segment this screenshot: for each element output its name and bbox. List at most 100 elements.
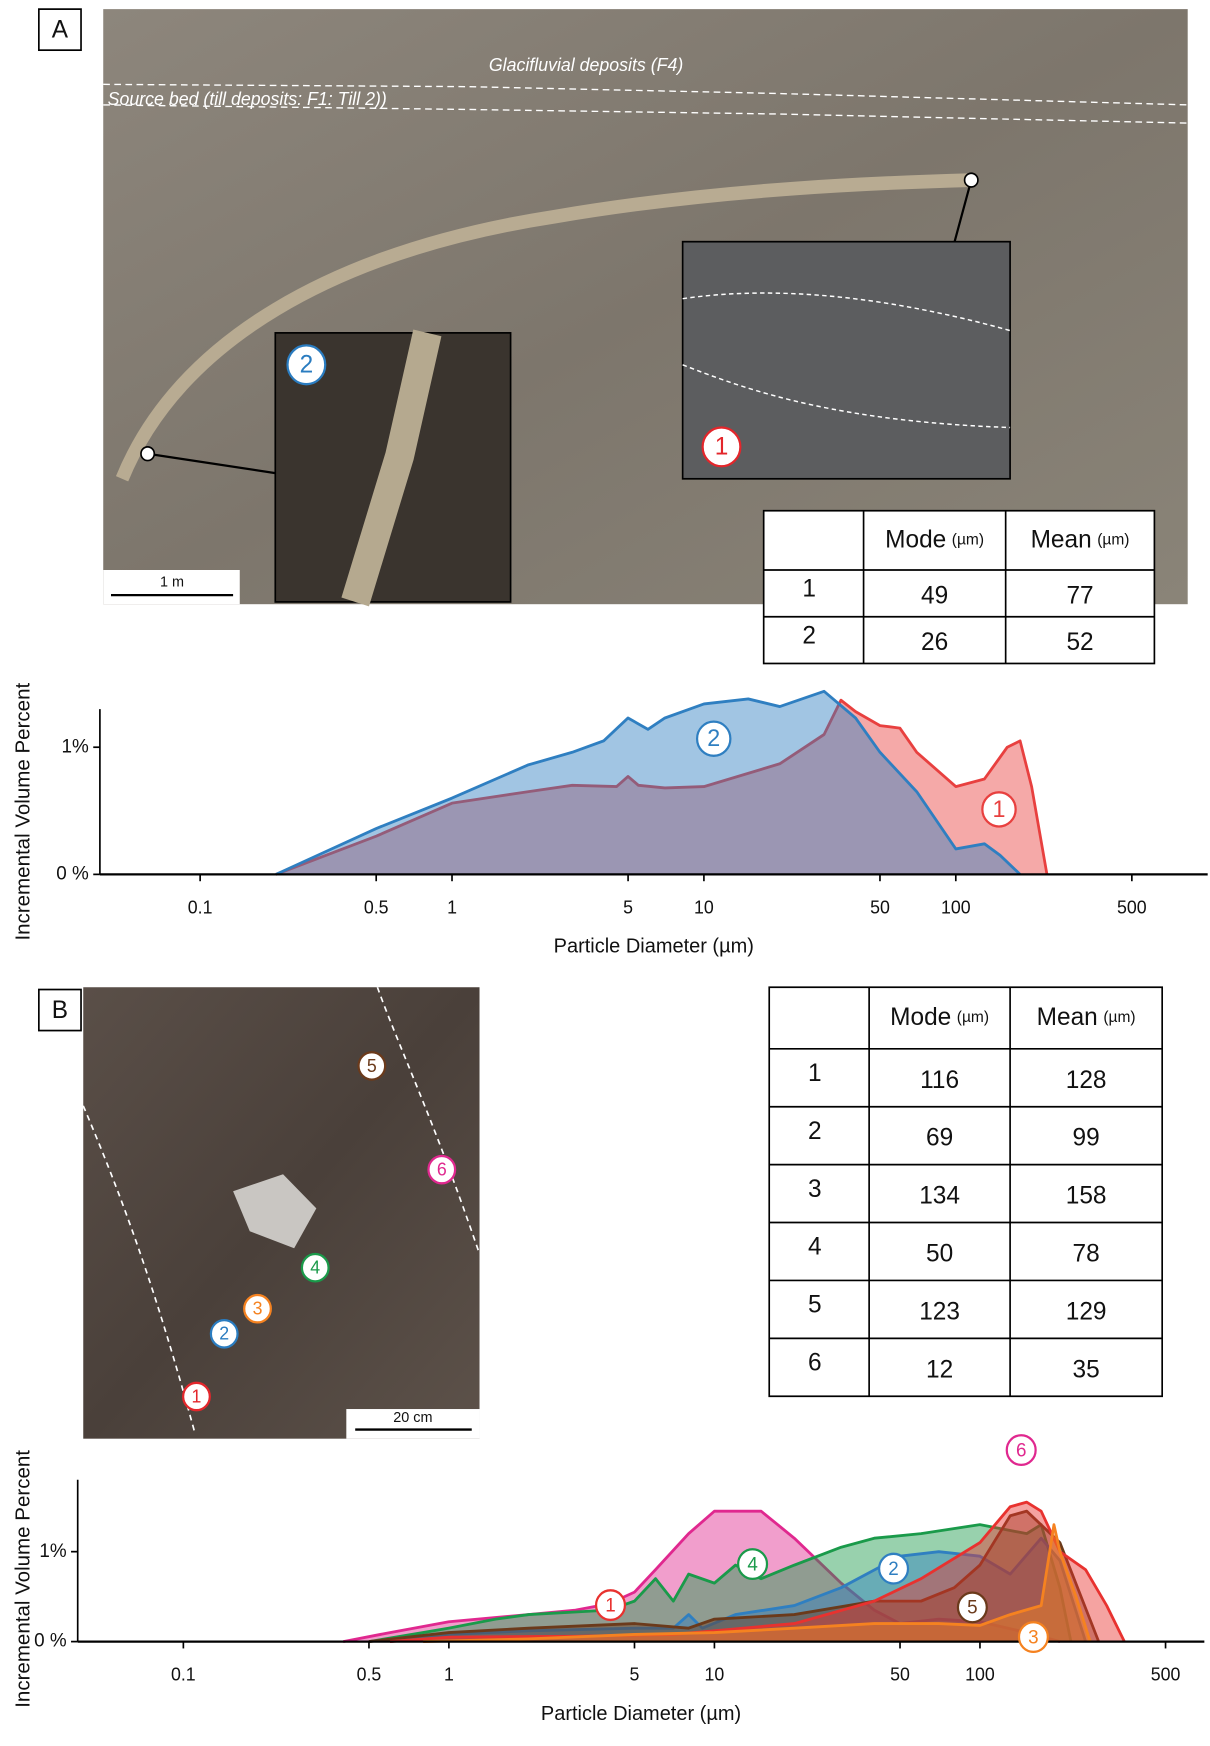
boundary-line: [103, 104, 1188, 124]
label-circle-text: 2: [888, 1559, 898, 1580]
label-circle: [286, 344, 327, 386]
x-tick-label: 10: [694, 897, 714, 917]
label-circle: [981, 791, 1017, 828]
label-circle-text: 1: [993, 797, 1006, 823]
distribution-area: [275, 698, 1049, 876]
leader-line: [953, 179, 973, 242]
x-tick-label: 5: [630, 1664, 640, 1684]
y-axis-title: Incremental Volume Percent: [13, 1450, 35, 1708]
scale-bar-box: [346, 1409, 480, 1439]
y-tick-label: 1%: [39, 1541, 66, 1562]
sample-point: [963, 172, 979, 188]
table-cell: 116: [920, 1067, 959, 1094]
label-circle-text: 2: [707, 726, 720, 752]
table-header: Mode (µm): [885, 526, 984, 553]
y-axis-title: Incremental Volume Percent: [13, 682, 35, 940]
x-tick-label: 1: [444, 1664, 454, 1684]
photo-feature: [233, 1174, 317, 1249]
sample-point: [140, 446, 156, 462]
label-circle: [1005, 1434, 1037, 1467]
label-circle-text: 4: [747, 1554, 758, 1575]
table-cell: 158: [1066, 1182, 1107, 1209]
header-unit: (µm): [1103, 1009, 1135, 1026]
label-circle: [357, 1051, 387, 1081]
header-text: Mean: [1037, 1003, 1098, 1030]
x-tick-label: 50: [890, 1664, 910, 1684]
label-circle: [701, 426, 742, 468]
table-cell: 2: [802, 622, 816, 649]
x-tick-label: 0.1: [171, 1664, 196, 1684]
boundary-line: [82, 1105, 196, 1431]
leader-line: [147, 452, 276, 475]
label-circle: [182, 1381, 211, 1412]
boundary-line: [682, 364, 1011, 429]
label-circle: [695, 720, 732, 757]
label-circle: [956, 1591, 988, 1624]
panel-label-box: [38, 988, 82, 1032]
table-header: Mean (µm): [1031, 526, 1130, 553]
table-cell: 5: [808, 1291, 822, 1318]
table: [768, 986, 1164, 1398]
panel-label: B: [52, 997, 68, 1024]
x-tick-label: 10: [705, 1664, 725, 1684]
x-tick-label: 5: [623, 897, 633, 917]
scale-bar-label: 1 m: [160, 574, 184, 590]
table-cell: 1: [808, 1060, 822, 1087]
panel-label: A: [52, 16, 69, 43]
label-circle: [594, 1589, 627, 1622]
header-text: Mode: [885, 526, 946, 553]
x-tick-label: 0.5: [357, 1664, 382, 1684]
x-tick-label: 50: [870, 897, 890, 917]
table-cell: 12: [926, 1356, 953, 1383]
table-cell: 99: [1073, 1124, 1100, 1151]
label-circle-text: 1: [192, 1386, 202, 1406]
table-cell: 50: [926, 1240, 953, 1267]
scale-bar-box: [103, 570, 240, 605]
label-circle: [1017, 1621, 1049, 1653]
label-circle-text: 3: [1028, 1627, 1038, 1648]
table-cell: 52: [1066, 629, 1093, 656]
header-text: Mode: [890, 1003, 951, 1030]
x-tick-label: 100: [941, 897, 971, 917]
table-header: Mode (µm): [890, 1003, 989, 1030]
label-circle-text: 2: [300, 351, 314, 378]
label-circle: [300, 1252, 330, 1283]
label-circle-text: 6: [437, 1159, 447, 1179]
table-cell: 78: [1073, 1240, 1100, 1267]
x-tick-label: 0.5: [364, 897, 389, 917]
table-cell: 35: [1073, 1356, 1100, 1383]
scale-bar-label: 20 cm: [393, 1410, 432, 1426]
table: [762, 509, 1156, 665]
x-tick-label: 100: [965, 1664, 995, 1684]
table-cell: 129: [1066, 1298, 1107, 1325]
label-circle: [209, 1318, 239, 1349]
label-circle-text: 5: [967, 1597, 977, 1618]
panel-label-box: [38, 8, 82, 52]
figure-content: A Glacifluvial deposits (F4) Source bed …: [13, 8, 1208, 1725]
label-circle-text: 6: [1016, 1440, 1026, 1461]
label-circle-text: 1: [715, 433, 729, 460]
x-tick-label: 500: [1151, 1664, 1181, 1684]
photo-feature: [115, 173, 972, 482]
x-axis-title: Particle Diameter (µm): [554, 936, 754, 958]
boundary-line: [103, 83, 1188, 106]
table-cell: 49: [921, 582, 948, 609]
table-cell: 69: [926, 1124, 953, 1151]
label-circle-text: 3: [253, 1298, 263, 1318]
label-circle-text: 5: [367, 1056, 377, 1076]
header-unit: (µm): [952, 531, 984, 548]
table-cell: 128: [1066, 1067, 1107, 1094]
distribution-area: [389, 1536, 1087, 1644]
header-text: Mean: [1031, 526, 1092, 553]
table-cell: 1: [802, 575, 816, 602]
table-cell: 134: [919, 1182, 960, 1209]
table-header: Mean (µm): [1037, 1003, 1136, 1030]
x-tick-label: 0.1: [188, 897, 213, 917]
label-circle-text: 2: [219, 1324, 229, 1344]
header-unit: (µm): [1097, 531, 1129, 548]
label-circle-text: 1: [605, 1595, 615, 1616]
table-cell: 26: [921, 629, 948, 656]
x-axis-title: Particle Diameter (µm): [541, 1703, 741, 1725]
label-circle: [427, 1154, 457, 1185]
